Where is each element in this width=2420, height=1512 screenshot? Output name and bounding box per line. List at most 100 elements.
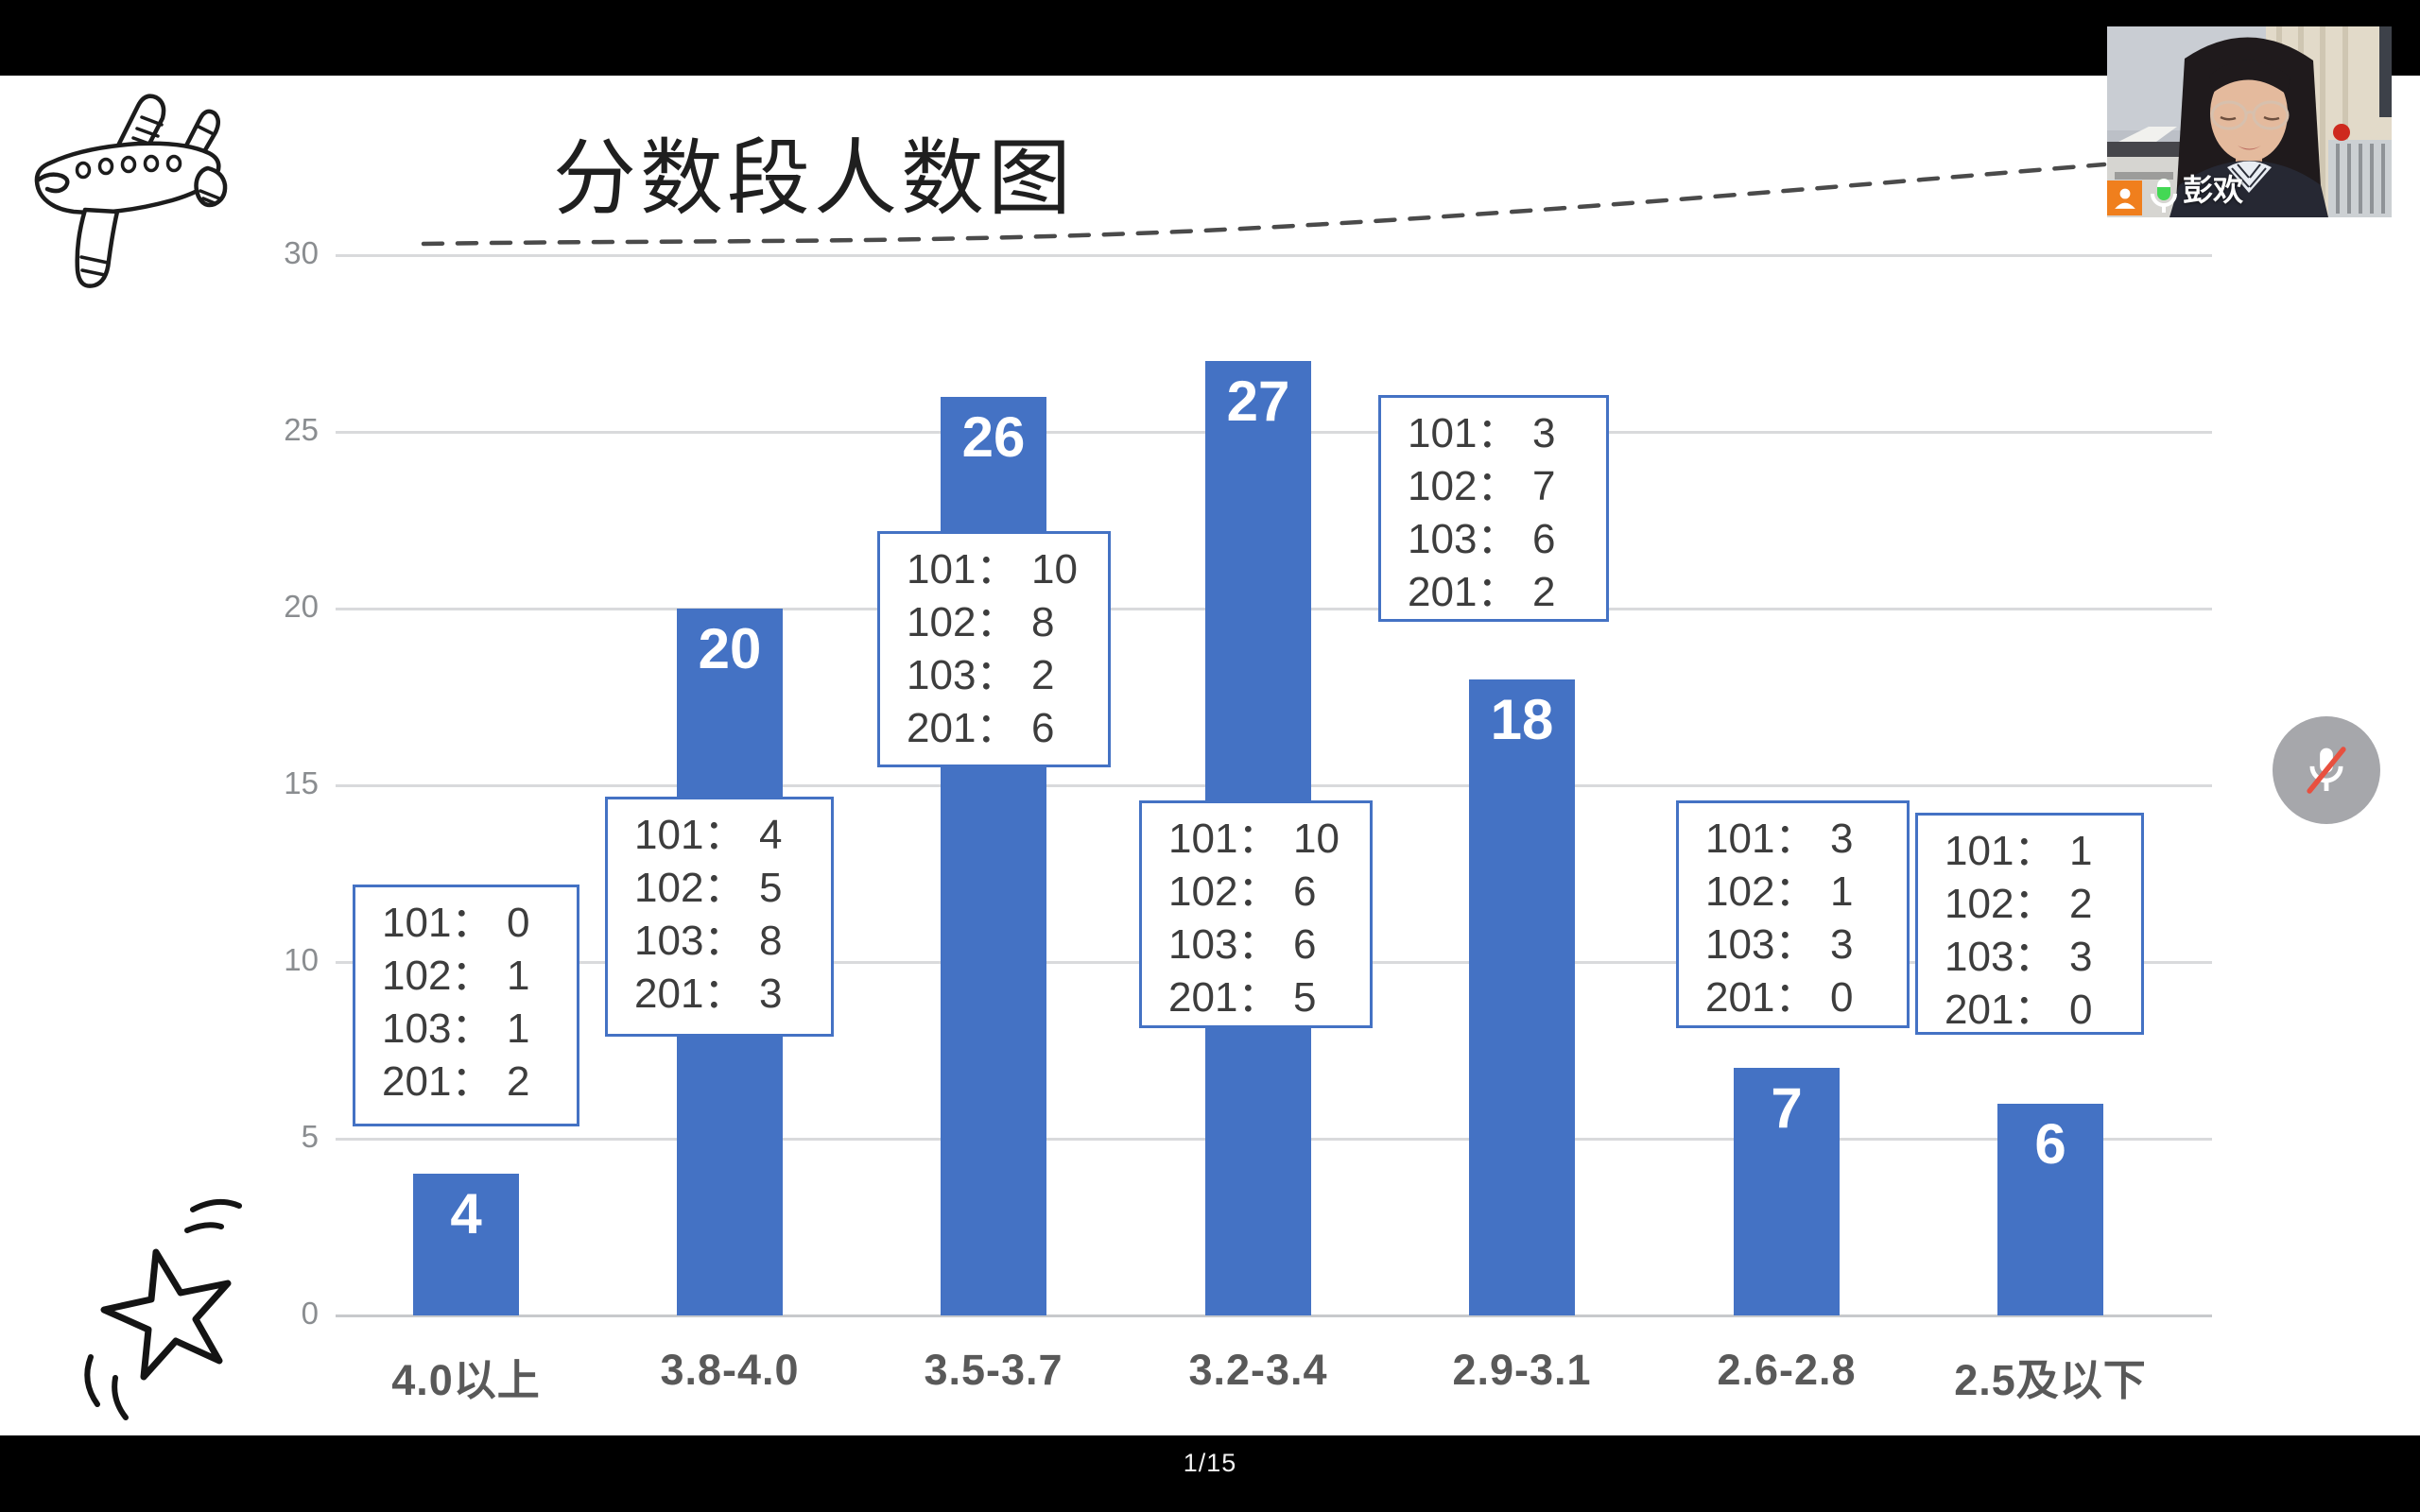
callout-row: 201： 3 [634, 968, 831, 1021]
callout-class-value: 10 [1031, 546, 1078, 593]
callout-row: 102： 6 [1168, 866, 1370, 919]
bottom-letterbox-bar: 1/15 [0, 1435, 2420, 1512]
callout-box-4: 101： 3 102： 7 103： 6 201： 2 [1378, 395, 1609, 622]
callout-class-value: 0 [507, 900, 530, 946]
star-doodle-icon [84, 1198, 242, 1420]
y-tick-label-20: 20 [284, 589, 319, 624]
y-tick-label-30: 30 [284, 235, 319, 270]
bar-4 [1469, 679, 1575, 1315]
callout-class-value: 2 [2069, 881, 2093, 927]
callout-class-value: 6 [1293, 921, 1317, 968]
callout-class-label: 102： [382, 953, 493, 999]
callout-class-label: 201： [1408, 569, 1519, 615]
callout-class-value: 1 [2069, 828, 2093, 874]
callout-class-value: 7 [1532, 463, 1556, 509]
callout-class-value: 1 [1830, 868, 1854, 915]
x-tick-label-1: 3.8-4.0 [660, 1346, 800, 1394]
callout-class-label: 103： [634, 918, 746, 964]
callout-class-value: 3 [1830, 816, 1854, 862]
callout-box-1: 101： 4 102： 5 103： 8 201： 3 [605, 797, 834, 1037]
callout-class-value: 10 [1293, 816, 1340, 862]
page-indicator: 1/15 [1183, 1449, 1237, 1477]
callout-class-label: 102： [907, 599, 1018, 645]
bar-value-label-5: 7 [1771, 1076, 1803, 1141]
callout-class-label: 201： [634, 971, 746, 1017]
webcam-tile[interactable]: 彭欢 [2107, 26, 2392, 217]
callout-row: 201： 2 [382, 1056, 577, 1108]
callout-class-label: 103： [1705, 921, 1817, 968]
callout-box-5: 101： 3 102： 1 103： 3 201： 0 [1676, 800, 1910, 1028]
callout-row: 103： 8 [634, 915, 831, 968]
bar-value-label-2: 26 [961, 404, 1026, 469]
x-tick-label-5: 2.6-2.8 [1717, 1346, 1857, 1394]
callout-class-value: 6 [1293, 868, 1317, 915]
callout-class-value: 6 [1532, 516, 1556, 562]
callout-row: 102： 1 [382, 950, 577, 1003]
callout-row: 102： 2 [1945, 878, 2141, 931]
callout-class-label: 101： [1408, 410, 1519, 456]
callout-class-label: 201： [1168, 974, 1280, 1021]
bar-value-label-3: 27 [1226, 369, 1290, 434]
callout-class-label: 201： [1945, 987, 2056, 1033]
callout-box-3: 101： 10 102： 6 103： 6 201： 5 [1139, 800, 1373, 1028]
callout-class-label: 102： [1945, 881, 2056, 927]
callout-row: 103： 3 [1705, 919, 1907, 971]
x-tick-label-3: 3.2-3.4 [1188, 1346, 1328, 1394]
callout-class-value: 0 [1830, 974, 1854, 1021]
participant-name: 彭欢 [2183, 173, 2244, 207]
callout-class-label: 201： [1705, 974, 1817, 1021]
callout-class-value: 3 [759, 971, 783, 1017]
callout-row: 201： 5 [1168, 971, 1370, 1024]
callout-class-label: 101： [382, 900, 493, 946]
callout-class-value: 1 [507, 953, 530, 999]
callout-row: 101： 3 [1705, 813, 1907, 866]
bar-5 [1734, 1068, 1840, 1315]
callout-class-label: 102： [1408, 463, 1519, 509]
callout-class-label: 103： [382, 1005, 493, 1052]
callout-row: 101： 0 [382, 897, 577, 950]
bar-value-label-6: 6 [2034, 1111, 2066, 1176]
callout-class-label: 101： [1168, 816, 1280, 862]
callout-class-label: 103： [1408, 516, 1519, 562]
callout-class-value: 5 [1293, 974, 1317, 1021]
callout-row: 101： 4 [634, 809, 831, 862]
callout-class-value: 3 [2069, 934, 2093, 980]
callout-row: 103： 6 [1408, 513, 1606, 566]
callout-class-label: 101： [634, 812, 746, 858]
callout-class-value: 3 [1830, 921, 1854, 968]
callout-row: 102： 7 [1408, 460, 1606, 513]
callout-row: 101： 3 [1408, 407, 1606, 460]
callout-row: 201： 6 [907, 702, 1108, 755]
y-tick-label-5: 5 [301, 1119, 319, 1154]
callout-class-label: 201： [382, 1058, 493, 1105]
callout-class-value: 2 [507, 1058, 530, 1105]
callout-row: 102： 1 [1705, 866, 1907, 919]
callout-class-value: 4 [759, 812, 783, 858]
callout-class-label: 102： [1168, 868, 1280, 915]
mic-muted-button[interactable] [2273, 716, 2380, 824]
callout-class-value: 2 [1532, 569, 1556, 615]
gridline-0 [336, 1314, 2212, 1317]
callout-row: 101： 10 [1168, 813, 1370, 866]
x-tick-label-2: 3.5-3.7 [924, 1346, 1063, 1394]
bar-value-label-4: 18 [1490, 687, 1554, 751]
callout-row: 102： 5 [634, 862, 831, 915]
callout-class-value: 6 [1031, 705, 1055, 751]
top-letterbox-bar [0, 0, 2420, 76]
webcam-video [2107, 26, 2392, 217]
callout-box-2: 101： 10 102： 8 103： 2 201： 6 [877, 531, 1111, 767]
callout-row: 103： 1 [382, 1003, 577, 1056]
callout-row: 201： 0 [1705, 971, 1907, 1024]
callout-class-label: 102： [1705, 868, 1817, 915]
x-tick-label-6: 2.5及以下 [1954, 1356, 2147, 1404]
callout-class-value: 8 [759, 918, 783, 964]
callout-class-value: 5 [759, 865, 783, 911]
callout-class-value: 2 [1031, 652, 1055, 698]
callout-class-value: 0 [2069, 987, 2093, 1033]
callout-class-value: 3 [1532, 410, 1556, 456]
y-tick-label-10: 10 [284, 942, 319, 977]
callout-row: 201： 0 [1945, 984, 2141, 1033]
callout-box-0: 101： 0 102： 1 103： 1 201： 2 [353, 885, 579, 1126]
callout-class-value: 1 [507, 1005, 530, 1052]
